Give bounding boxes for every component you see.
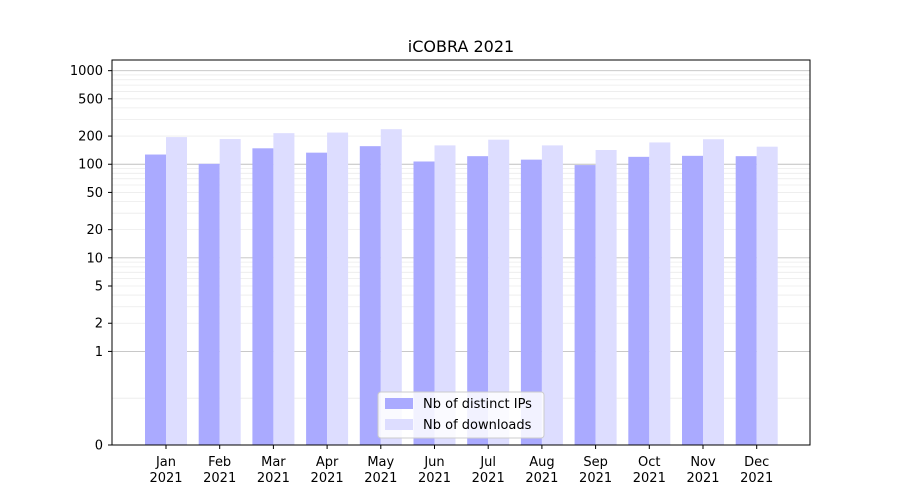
legend: Nb of distinct IPs Nb of downloads (377, 391, 545, 439)
x-axis: Jan2021Feb2021Mar2021Apr2021May2021Jun20… (149, 445, 773, 486)
bar-distinct-ips (628, 156, 650, 446)
y-tick-label: 5 (95, 280, 103, 295)
x-tick-label-month: Nov (690, 455, 716, 470)
y-tick-label: 2 (95, 317, 103, 332)
bar-distinct-ips (252, 148, 274, 446)
x-tick-label-year: 2021 (257, 471, 290, 486)
x-tick-label-year: 2021 (740, 471, 773, 486)
x-tick-label-month: Jun (423, 455, 444, 470)
y-tick-label: 200 (78, 130, 103, 145)
bar-downloads (541, 145, 563, 445)
y-tick-label: 0 (95, 439, 103, 454)
x-tick-label-month: Apr (316, 455, 339, 470)
x-tick-label-year: 2021 (149, 471, 182, 486)
bar-downloads (273, 133, 295, 446)
y-tick-label: 100 (78, 158, 103, 173)
bar-downloads (595, 149, 617, 445)
x-tick-label-month: Jan (155, 455, 176, 470)
y-tick-label: 500 (78, 92, 103, 107)
y-tick-label: 20 (86, 223, 103, 238)
x-tick-label-year: 2021 (686, 471, 719, 486)
bar-downloads (703, 139, 724, 445)
bar-distinct-ips (145, 154, 166, 445)
legend-box (377, 391, 545, 439)
bar-downloads (488, 139, 510, 445)
x-tick-label-month: Dec (744, 455, 769, 470)
x-tick-label-month: May (367, 455, 394, 470)
bar-downloads (756, 146, 778, 446)
bar-downloads (434, 145, 456, 445)
plot-frame (111, 59, 811, 446)
x-tick-label-year: 2021 (364, 471, 397, 486)
bar-distinct-ips (735, 156, 757, 445)
x-tick-label-year: 2021 (472, 471, 505, 486)
bar-distinct-ips (359, 146, 381, 445)
y-tick-label: 10 (86, 251, 103, 266)
x-tick-label-month: Jul (479, 455, 496, 470)
x-tick-label-month: Feb (208, 455, 231, 470)
x-tick-label-month: Oct (638, 455, 660, 470)
legend-swatch-ips (385, 398, 413, 409)
bar-distinct-ips (682, 155, 703, 445)
bars (145, 129, 778, 446)
y-tick-label: 50 (86, 186, 103, 201)
x-tick-label-month: Mar (261, 455, 286, 470)
bar-distinct-ips (574, 165, 596, 445)
x-tick-label-month: Sep (583, 455, 608, 470)
bar-downloads (219, 139, 241, 445)
x-tick-label-year: 2021 (203, 471, 236, 486)
bar-distinct-ips (520, 159, 542, 445)
legend-label-downloads: Nb of downloads (423, 418, 532, 433)
x-tick-label-year: 2021 (525, 471, 558, 486)
bar-distinct-ips (198, 163, 220, 445)
bar-distinct-ips (467, 156, 489, 445)
x-tick-label-year: 2021 (633, 471, 666, 486)
bar-downloads (380, 129, 402, 446)
bar-distinct-ips (413, 161, 435, 445)
chart-title: iCOBRA 2021 (408, 37, 514, 56)
x-tick-label-month: Aug (529, 455, 554, 470)
legend-swatch-downloads (385, 419, 413, 430)
y-tick-label: 1 (95, 345, 103, 360)
x-tick-label-year: 2021 (311, 471, 344, 486)
legend-label-ips: Nb of distinct IPs (423, 397, 532, 412)
bar-downloads (166, 137, 187, 445)
bar-distinct-ips (306, 152, 328, 445)
bar-downloads (649, 142, 671, 445)
bar-downloads (327, 132, 349, 445)
y-axis: 0 1 2 5 10 20 50 100 200 500 1000 (70, 64, 112, 454)
x-tick-label-year: 2021 (579, 471, 612, 486)
x-tick-label-year: 2021 (418, 471, 451, 486)
y-tick-label: 1000 (70, 64, 103, 79)
